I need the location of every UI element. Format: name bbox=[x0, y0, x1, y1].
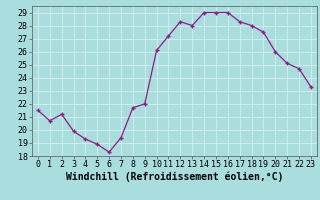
X-axis label: Windchill (Refroidissement éolien,°C): Windchill (Refroidissement éolien,°C) bbox=[66, 172, 283, 182]
